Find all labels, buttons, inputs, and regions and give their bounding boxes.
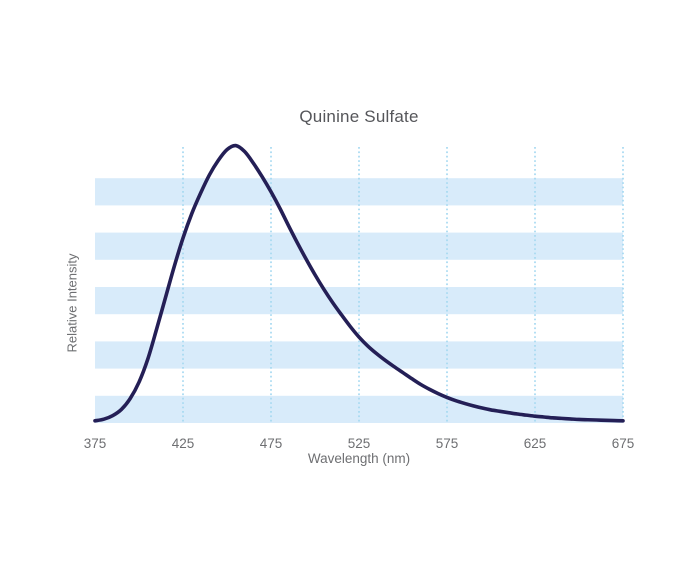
x-tick-label: 475 [259, 436, 283, 451]
stripe-band [95, 287, 623, 315]
x-tick-label: 575 [435, 436, 459, 451]
chart-title: Quinine Sulfate [299, 107, 419, 126]
stripe-band [95, 395, 623, 423]
x-tick-label: 675 [611, 436, 635, 451]
vertical-gridlines [182, 147, 624, 423]
x-tick-label: 425 [171, 436, 195, 451]
x-axis-label: Wavelength (nm) [307, 451, 411, 466]
emission-curve [93, 143, 625, 423]
x-tick-label: 625 [523, 436, 547, 451]
x-tick-label: 525 [347, 436, 371, 451]
x-tick-label: 375 [83, 436, 107, 451]
